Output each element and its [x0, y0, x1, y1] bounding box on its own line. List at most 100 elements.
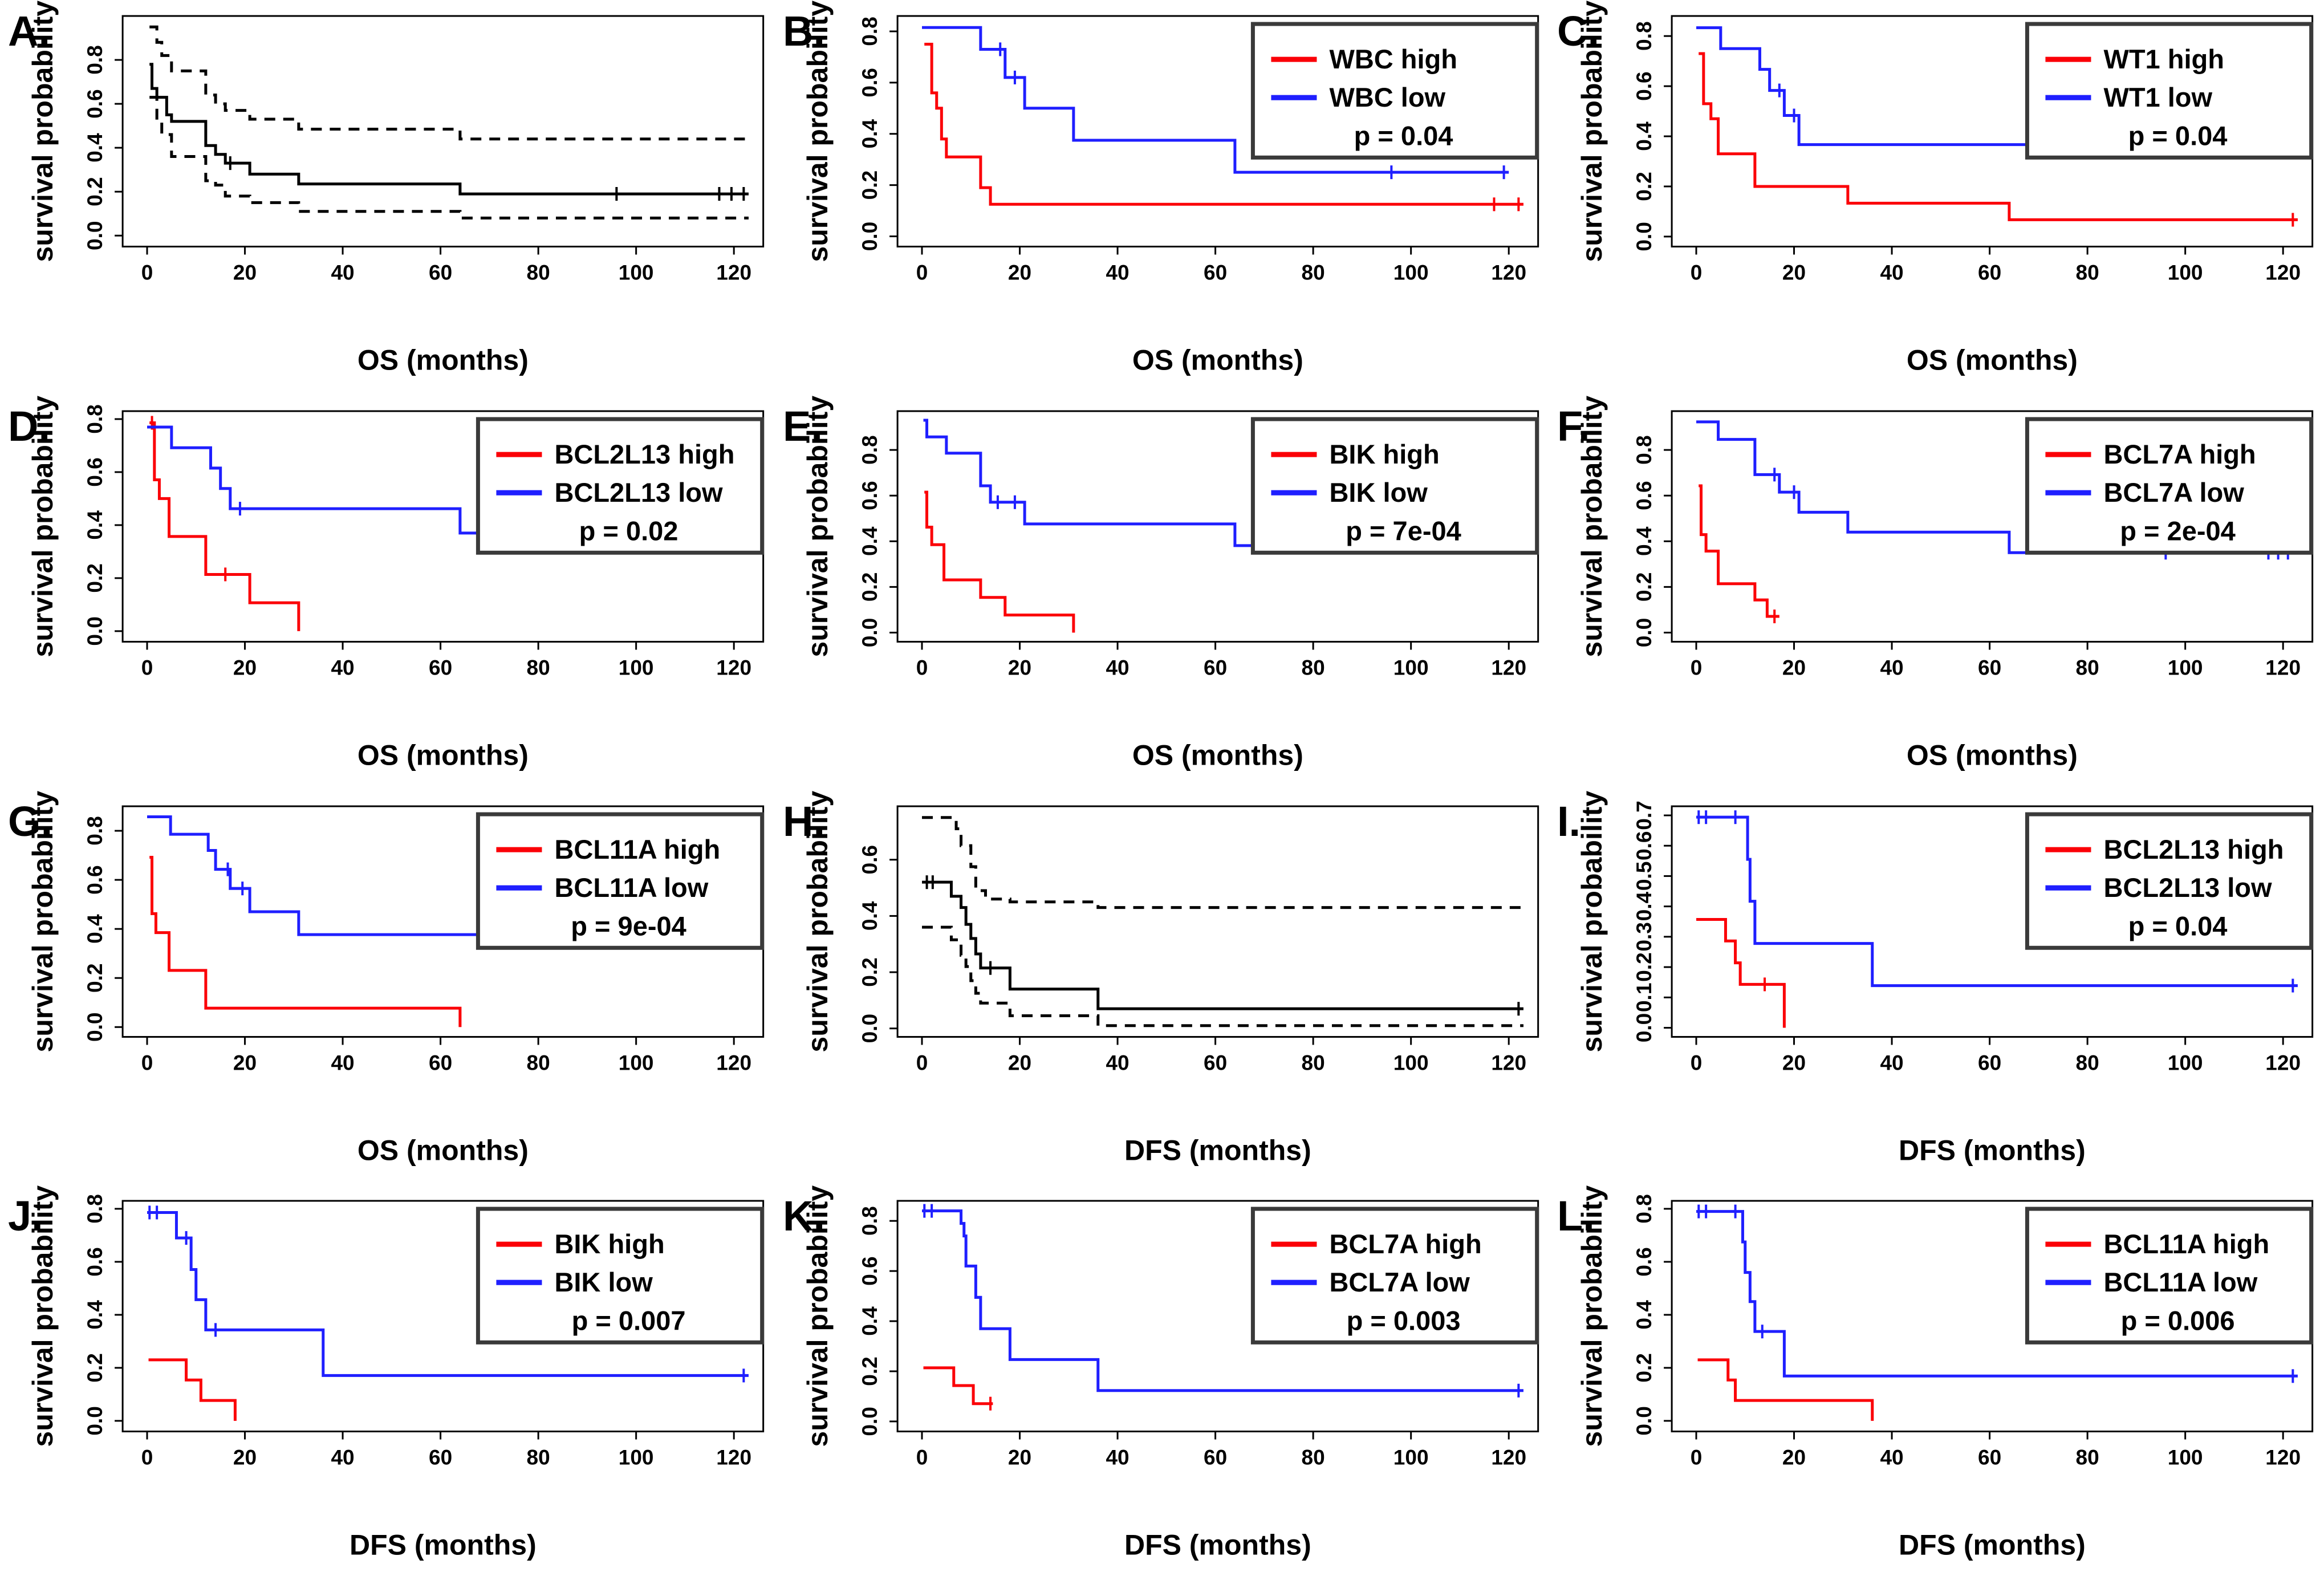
y-axis-label: survival probability: [27, 395, 59, 657]
legend-label: BCL11A low: [554, 872, 708, 903]
km-panel-D: D. 0 20 40 60 80 100 120 0.0 0.2 0.4 0.6 0.8 OS (mont…: [0, 395, 775, 790]
x-axis-label: OS (months): [1132, 344, 1303, 376]
km-plot-svg: E. 0 20 40 60 80 100 120 0.0 0.2 0.4 0.6 0.8 OS (mont…: [783, 395, 1539, 771]
x-tick-label: 40: [1106, 1050, 1129, 1074]
y-tick-label: 0.4: [858, 1306, 881, 1336]
y-axis-label: survival probability: [27, 1, 59, 262]
x-tick-label: 20: [233, 1445, 257, 1469]
km-panel-I: I. 0 20 40 60 80 100 120 0.0 0.1 0.2 0.3 0.4 0.5 0.6 0.…: [1549, 790, 2324, 1185]
km-panel-L: L. 0 20 40 60 80 100 120 0.0 0.2 0.4 0.6 0.8 DFS (mon…: [1549, 1185, 2324, 1580]
legend-p-value: p = 2e-04: [2120, 515, 2236, 546]
y-tick-label: 0.4: [83, 1300, 107, 1330]
legend-label: BIK high: [554, 1229, 664, 1259]
km-curve-bcl11a-high: [1697, 1358, 1874, 1421]
km-plot-svg: B. 0 20 40 60 80 100 120 0.0 0.2 0.4 0.6 0.8 OS (mont…: [783, 1, 1539, 376]
x-tick-label: 100: [1393, 1445, 1428, 1469]
x-tick-label: 120: [716, 1445, 751, 1469]
x-tick-label: 20: [1008, 1050, 1031, 1074]
x-tick-label: 80: [527, 655, 550, 679]
x-tick-label: 120: [1491, 655, 1526, 679]
x-tick-label: 20: [1008, 655, 1031, 679]
x-tick-label: 60: [429, 1445, 452, 1469]
x-tick-label: 120: [2266, 655, 2301, 679]
y-tick-label: 0.8: [1632, 1194, 1656, 1223]
y-tick-label: 0.0: [83, 1406, 107, 1435]
legend-box: [476, 812, 765, 950]
y-axis-label: survival probability: [27, 1185, 59, 1447]
panel-letter: L.: [1557, 1192, 1595, 1240]
x-axis-label: OS (months): [1907, 344, 2078, 376]
y-tick-label: 0.2: [83, 177, 107, 206]
x-tick-label: 120: [716, 1050, 751, 1074]
legend-p-value: p = 9e-04: [571, 911, 686, 941]
x-tick-label: 100: [619, 655, 654, 679]
legend-p-value: p = 0.04: [1354, 120, 1453, 151]
legend-p-value: p = 0.007: [572, 1306, 686, 1336]
y-tick-label: 0.6: [1632, 831, 1656, 860]
y-tick-label: 0.2: [858, 957, 881, 986]
km-curve-bcl2l13-low: [147, 425, 749, 535]
y-tick-label: 0.0: [83, 616, 107, 645]
km-panel-C: C. 0 20 40 60 80 100 120 0.0 0.2 0.4 0.6 0.8 OS (mont…: [1549, 0, 2324, 395]
y-tick-label: 0.4: [83, 914, 107, 944]
x-axis-label: DFS (months): [350, 1529, 537, 1561]
x-tick-label: 100: [2168, 1445, 2203, 1469]
km-curve-bcl2l13-high: [1696, 917, 1786, 1028]
legend-p-value: p = 0.006: [2121, 1306, 2235, 1336]
y-tick-label: 0.8: [83, 816, 107, 845]
y-axis-label: survival probability: [802, 790, 834, 1052]
y-tick-label: 0.0: [858, 618, 881, 647]
x-tick-label: 40: [1880, 261, 1904, 285]
legend-label: BCL7A low: [2104, 477, 2245, 507]
x-tick-label: 60: [1204, 261, 1227, 285]
panel-letter: K.: [783, 1192, 825, 1240]
x-tick-label: 0: [141, 1445, 153, 1469]
x-tick-label: 120: [1491, 261, 1526, 285]
x-tick-label: 60: [1978, 261, 2001, 285]
y-tick-label: 0.6: [858, 481, 881, 510]
legend-box: [1250, 1207, 1539, 1345]
x-tick-label: 0: [1691, 261, 1703, 285]
y-tick-label: 0.2: [858, 572, 881, 601]
legend-box: [2025, 812, 2314, 950]
km-plot-svg: K. 0 20 40 60 80 100 120 0.0 0.2 0.4 0.6 0.8 DFS (mon…: [783, 1185, 1539, 1561]
x-tick-label: 60: [1978, 1050, 2001, 1074]
x-tick-label: 0: [916, 261, 928, 285]
panel-letter: D.: [8, 403, 50, 450]
y-tick-label: 0.8: [83, 45, 107, 74]
x-tick-label: 100: [1393, 1050, 1428, 1074]
x-tick-label: 80: [2076, 1445, 2099, 1469]
x-tick-label: 0: [916, 1445, 928, 1469]
x-tick-label: 0: [141, 261, 153, 285]
legend-label: WBC high: [1329, 44, 1457, 74]
y-tick-label: 0.4: [1632, 891, 1656, 921]
x-tick-label: 20: [1782, 1445, 1806, 1469]
y-tick-label: 0.0: [858, 222, 881, 251]
y-tick-label: 0.0: [858, 1407, 881, 1436]
x-tick-label: 20: [233, 1050, 257, 1074]
y-tick-label: 0.6: [1632, 71, 1656, 100]
x-axis-label: DFS (months): [1899, 1134, 2086, 1166]
x-tick-label: 40: [1106, 261, 1129, 285]
legend-p-value: p = 0.04: [2128, 120, 2228, 151]
x-tick-label: 0: [1691, 655, 1703, 679]
x-tick-label: 80: [527, 1050, 550, 1074]
x-tick-label: 40: [1880, 655, 1904, 679]
panel-letter: J.: [8, 1192, 43, 1240]
legend-label: BCL7A high: [1329, 1229, 1481, 1259]
km-curve-bcl2l13-high: [149, 421, 300, 631]
legend-box: [1250, 22, 1539, 160]
legend-label: BCL2L13 high: [554, 439, 734, 469]
y-tick-label: 0.0: [83, 221, 107, 250]
y-tick-label: 0.8: [1632, 435, 1656, 464]
y-tick-label: 0.4: [1632, 1300, 1656, 1330]
x-tick-label: 80: [2076, 1050, 2099, 1074]
plot-box: [121, 15, 765, 247]
legend-p-value: p = 0.02: [579, 515, 678, 546]
x-tick-label: 40: [1106, 655, 1129, 679]
km-curve-bcl2l13-low: [1696, 815, 2298, 987]
km-curve-bik-high: [924, 490, 1075, 633]
x-tick-label: 120: [716, 655, 751, 679]
y-axis-label: survival probability: [1576, 395, 1608, 657]
